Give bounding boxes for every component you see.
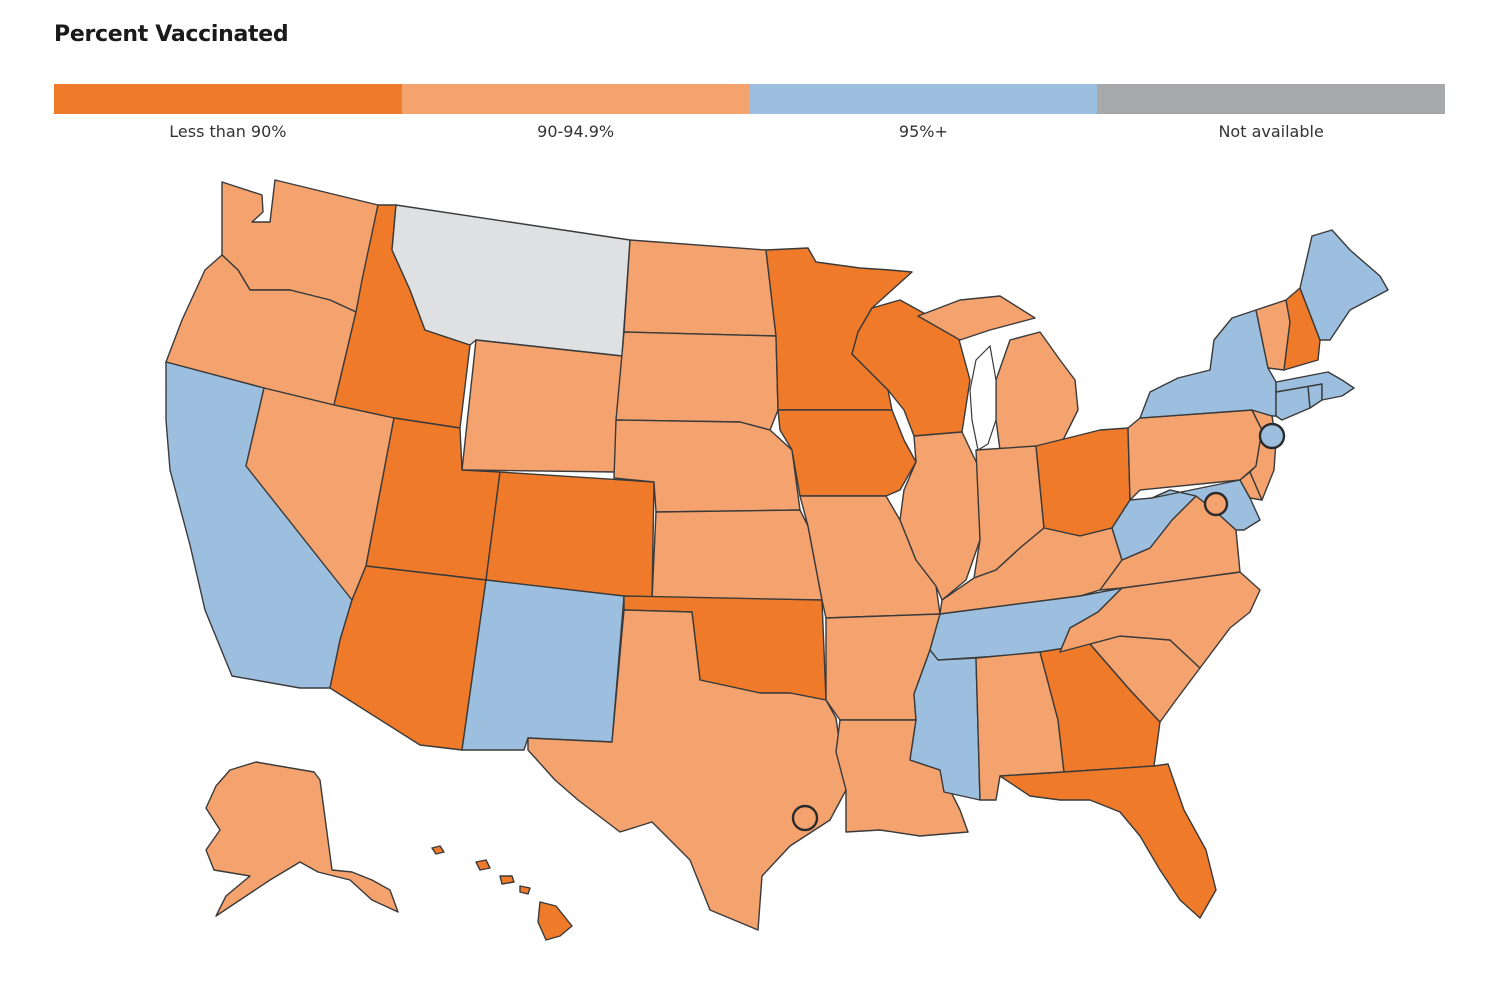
legend-swatch-lt90 [54, 84, 402, 114]
state-mo[interactable] [799, 495, 941, 619]
state-oh[interactable] [1035, 427, 1131, 537]
legend-swatch-90to95 [401, 84, 750, 114]
state-ma[interactable] [1275, 371, 1355, 401]
state-mi[interactable] [917, 295, 1079, 451]
state-ks[interactable] [651, 509, 823, 601]
state-fl[interactable] [999, 763, 1217, 919]
state-nm[interactable] [461, 579, 625, 751]
state-ia[interactable] [777, 409, 917, 497]
state-tx[interactable] [527, 609, 847, 931]
map-title: Percent Vaccinated [54, 22, 289, 47]
legend-label-95plus: 95%+ [898, 122, 948, 141]
state-wy[interactable] [461, 339, 623, 473]
state-co[interactable] [485, 471, 655, 601]
lake-michigan [969, 344, 997, 451]
state-ri[interactable] [1307, 383, 1323, 409]
state-nc[interactable] [1059, 571, 1261, 669]
city-marker-dc[interactable] [1203, 491, 1229, 517]
legend-label-lt90: Less than 90% [169, 122, 287, 141]
state-me[interactable] [1299, 229, 1389, 341]
legend-bar [54, 84, 1445, 114]
state-ny[interactable] [1139, 309, 1277, 419]
city-marker-nyc[interactable] [1258, 422, 1286, 450]
legend-swatch-na [1097, 84, 1445, 114]
state-hi[interactable] [431, 845, 573, 941]
legend-swatch-95plus [749, 84, 1098, 114]
legend: Less than 90% 90-94.9% 95%+ Not availabl… [54, 84, 1445, 141]
legend-label-90to95: 90-94.9% [537, 122, 615, 141]
legend-label-na: Not available [1218, 122, 1324, 141]
state-ak[interactable] [205, 761, 399, 917]
city-marker-houston[interactable] [791, 804, 819, 832]
state-sd[interactable] [615, 331, 779, 431]
state-nd[interactable] [623, 239, 777, 337]
